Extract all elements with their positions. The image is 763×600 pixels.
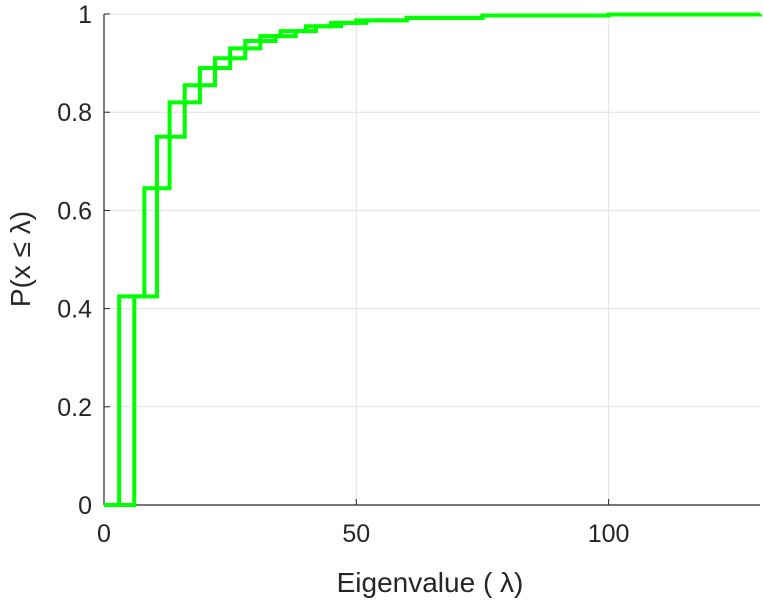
y-tick-label: 0.2 xyxy=(57,394,92,422)
axes xyxy=(103,13,760,506)
series-line-1 xyxy=(104,12,762,507)
x-axis-label: Eigenvalue ( λ) xyxy=(337,567,524,598)
x-tick-label: 50 xyxy=(342,520,370,548)
y-tick-label: 1 xyxy=(78,1,92,29)
x-tick-label: 100 xyxy=(588,520,630,548)
tick-labels: 0 50 100 0 0.2 0.4 0.6 0.8 1 xyxy=(57,1,629,548)
y-tick-label: 0.8 xyxy=(57,99,92,127)
series-group xyxy=(104,12,762,507)
y-tick-label: 0 xyxy=(78,492,92,520)
y-tick-label: 0.6 xyxy=(57,197,92,225)
series-line-2 xyxy=(104,12,762,507)
y-axis-label: P(x ≤ λ) xyxy=(5,211,36,307)
y-tick-label: 0.4 xyxy=(57,296,92,324)
grid-lines xyxy=(104,13,760,505)
x-tick-label: 0 xyxy=(97,520,111,548)
